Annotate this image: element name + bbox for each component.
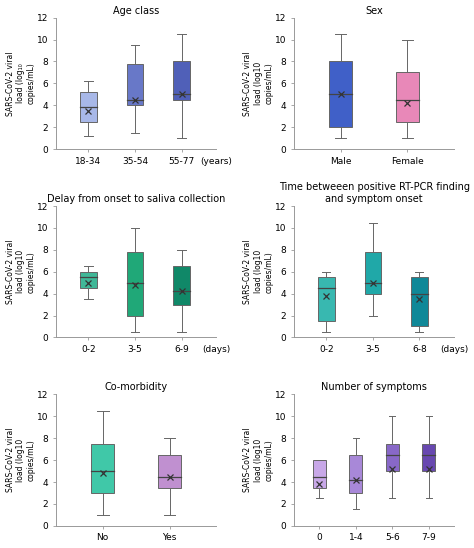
- Bar: [173, 61, 190, 100]
- Bar: [158, 455, 181, 488]
- Bar: [318, 277, 335, 321]
- Bar: [349, 455, 362, 493]
- Y-axis label: SARS-CoV-2 viral
load (log10
copies/mL): SARS-CoV-2 viral load (log10 copies/mL): [6, 239, 36, 304]
- Bar: [173, 266, 190, 305]
- Bar: [127, 252, 143, 316]
- Y-axis label: SARS-CoV-2 viral
load (log10
copies/mL): SARS-CoV-2 viral load (log10 copies/mL): [244, 239, 273, 304]
- Bar: [91, 444, 114, 493]
- Bar: [329, 61, 352, 127]
- Y-axis label: SARS-CoV-2 viral
load (log10
copies/mL): SARS-CoV-2 viral load (log10 copies/mL): [244, 51, 273, 116]
- Bar: [422, 444, 435, 471]
- Bar: [127, 64, 143, 105]
- Title: Delay from onset to saliva collection: Delay from onset to saliva collection: [47, 194, 225, 204]
- Title: Co-morbidity: Co-morbidity: [105, 383, 168, 392]
- Y-axis label: SARS-CoV-2 viral
load (log10
copies/mL): SARS-CoV-2 viral load (log10 copies/mL): [6, 428, 36, 493]
- Bar: [396, 72, 419, 122]
- Title: Time betweeen positive RT-PCR finding
and symptom onset: Time betweeen positive RT-PCR finding an…: [279, 182, 470, 204]
- Bar: [313, 460, 326, 488]
- Y-axis label: SARS-CoV-2 viral
load (log10
copies/mL): SARS-CoV-2 viral load (log10 copies/mL): [244, 428, 273, 493]
- Bar: [80, 92, 97, 122]
- Bar: [365, 252, 381, 294]
- Bar: [80, 272, 97, 288]
- Bar: [386, 444, 399, 471]
- Bar: [411, 277, 428, 327]
- Title: Age class: Age class: [113, 5, 159, 15]
- Y-axis label: SARS-CoV-2 viral
load (log₁₀
copies/mL): SARS-CoV-2 viral load (log₁₀ copies/mL): [6, 51, 36, 116]
- Title: Number of symptoms: Number of symptoms: [321, 383, 427, 392]
- Title: Sex: Sex: [365, 5, 383, 15]
